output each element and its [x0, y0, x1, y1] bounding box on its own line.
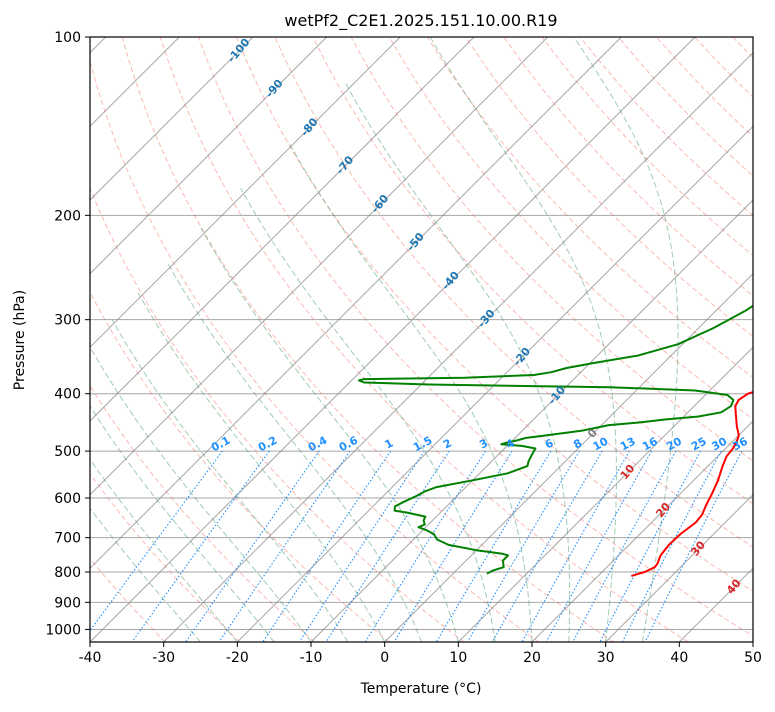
x-axis-label: Temperature (°C) [360, 681, 482, 697]
y-tick-label: 700 [54, 531, 81, 547]
y-tick-label: 800 [54, 565, 81, 581]
y-tick-label: 100 [54, 30, 81, 46]
y-tick-label: 300 [54, 313, 81, 329]
x-tick-label: 40 [670, 650, 688, 666]
y-tick-label: 600 [54, 491, 81, 507]
x-tick-label: -40 [79, 650, 102, 666]
y-tick-label: 900 [54, 595, 81, 611]
x-tick-label: -10 [300, 650, 323, 666]
y-tick-label: 500 [54, 444, 81, 460]
x-tick-label: 0 [380, 650, 389, 666]
x-tick-label: 10 [449, 650, 467, 666]
y-tick-label: 400 [54, 387, 81, 403]
y-tick-label: 200 [54, 208, 81, 224]
x-tick-label: 20 [523, 650, 541, 666]
y-axis-label: Pressure (hPa) [12, 290, 28, 390]
chart-title: wetPf2_C2E1.2025.151.10.00.R19 [284, 11, 557, 31]
x-tick-label: 30 [597, 650, 615, 666]
x-tick-label: -20 [226, 650, 249, 666]
x-tick-label: -30 [152, 650, 175, 666]
y-tick-label: 1000 [45, 622, 81, 638]
x-tick-label: 50 [744, 650, 762, 666]
